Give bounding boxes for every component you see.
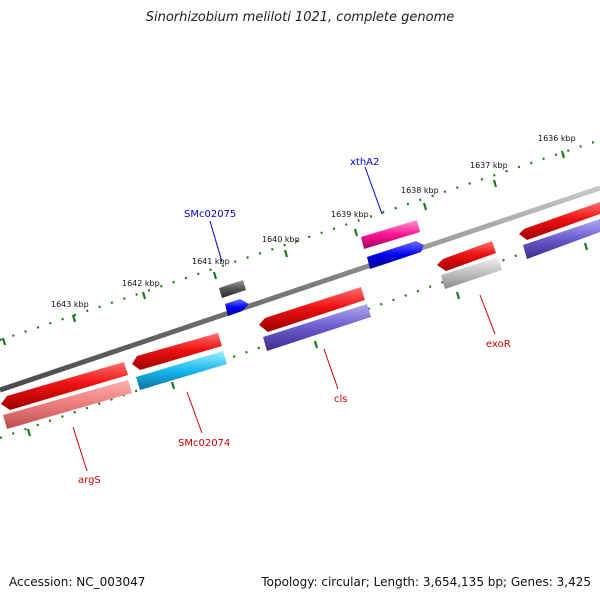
label-leaders <box>72 166 496 472</box>
gene-xtha2-feature <box>361 220 420 249</box>
leader-args <box>72 426 88 472</box>
ruler-label-1638: 1638 kbp <box>401 186 439 195</box>
inner-dotted-arc <box>0 223 600 440</box>
gene-label-xtha2: xthA2 <box>350 157 379 168</box>
ruler-label-1641: 1641 kbp <box>192 257 230 266</box>
gene-label-smc02075: SMc02075 <box>184 209 236 220</box>
ruler-label-1642: 1642 kbp <box>122 279 160 288</box>
ruler-label-1639: 1639 kbp <box>331 210 369 219</box>
leader-smc02074 <box>186 391 203 434</box>
accession-info: Accession: NC_003047 <box>9 575 146 589</box>
forward-strand-features <box>219 220 420 298</box>
gene-right-edge-feature <box>519 202 600 240</box>
cds-smc02074 <box>136 351 227 390</box>
cds-cls <box>263 304 371 351</box>
leader-cls <box>323 348 339 390</box>
gene-label-args: argS <box>78 475 101 486</box>
leader-exor <box>479 294 496 335</box>
cds-args <box>3 380 132 429</box>
gene-label-cls: cls <box>334 394 348 405</box>
reverse-strand-cds <box>3 219 600 429</box>
ruler-label-1636: 1636 kbp <box>538 134 576 143</box>
reverse-strand-genes <box>1 202 600 410</box>
ruler-major-ticks <box>1 150 566 346</box>
cds-exor <box>441 257 502 289</box>
forward-cds-features <box>225 241 424 316</box>
gene-exor-feature <box>437 241 496 271</box>
genome-summary: Topology: circular; Length: 3,654,135 bp… <box>261 575 591 589</box>
leader-smc02075 <box>209 220 223 263</box>
gene-label-exor: exoR <box>486 339 511 350</box>
genome-backbone <box>0 185 600 393</box>
ruler-label-1637: 1637 kbp <box>470 161 508 170</box>
map-title: Sinorhizobium meliloti 1021, complete ge… <box>145 10 455 25</box>
cds-right-edge <box>523 219 600 259</box>
cds-xtha2 <box>367 241 424 269</box>
ruler-labels: 1643 kbp 1642 kbp 1641 kbp 1640 kbp 1639… <box>51 134 576 309</box>
inner-major-ticks <box>26 242 589 437</box>
gene-smc02074-feature <box>132 333 222 370</box>
cds-smc02075 <box>225 299 249 316</box>
ruler-label-1643: 1643 kbp <box>51 300 89 309</box>
gene-args-feature <box>1 362 128 410</box>
gene-cls-feature <box>259 287 365 332</box>
ruler-label-1640: 1640 kbp <box>262 235 300 244</box>
leader-xtha2 <box>364 166 383 215</box>
gene-smc02075-feature <box>219 280 246 298</box>
gene-label-smc02074: SMc02074 <box>178 438 230 449</box>
gene-labels: SMc02075 xthA2 argS SMc02074 cls exoR <box>78 157 511 486</box>
